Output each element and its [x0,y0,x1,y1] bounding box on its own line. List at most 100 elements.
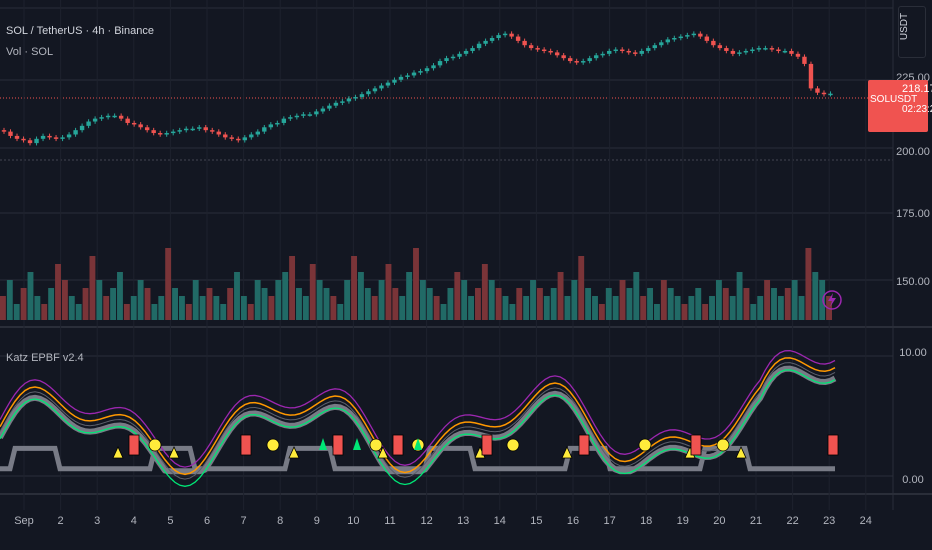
x-axis-label: 11 [384,515,396,527]
candle-body [392,79,397,83]
candle-body [359,94,365,98]
volume-bar [344,280,351,320]
currency-unit-button[interactable]: USDT [898,6,926,58]
candle-body [216,131,221,135]
candle-body [704,36,710,41]
volume-bar [660,280,667,320]
volume-bar [130,296,137,320]
volume-bar [240,296,247,320]
candle-body [672,38,677,40]
volume-bar [27,272,34,320]
candle-body [262,127,267,132]
candle-body [424,68,430,72]
volume-bar [654,304,660,320]
signal-box-icon [578,434,590,456]
candle-body [249,134,254,138]
candle-body [131,122,137,125]
volume-bar [536,288,543,320]
candle-body [607,50,612,54]
volume-bar [68,296,75,320]
candle-body [750,49,755,52]
volume-bar [640,296,647,320]
x-axis-label: 23 [823,515,836,527]
candle-body [600,53,605,56]
volume-bar [495,288,502,320]
volume-title: Vol · SOL [6,46,54,58]
candle-body [105,115,111,118]
volume-bar [585,288,592,320]
volume-bar [681,304,688,320]
candle-body [698,33,703,37]
volume-bar [123,304,130,320]
candle-body [151,130,156,134]
volume-bar [75,304,82,320]
volume-bar [564,296,571,320]
signal-box-icon [690,434,702,456]
x-axis-label: 3 [94,515,101,527]
candle-body [379,85,384,89]
warning-triangle-icon [735,446,747,459]
volume-bar [647,288,654,320]
volume-bar [234,272,240,320]
x-axis-label: 5 [167,515,174,527]
volume-bar [151,304,158,320]
candle-body [53,137,59,139]
volume-bar [268,296,275,320]
volume-bar [626,288,633,320]
candle-body [27,140,33,144]
x-axis-label: 16 [566,515,580,527]
volume-bar [378,280,385,320]
candle-body [8,131,13,136]
volume-bar [178,296,185,320]
volume-bar [667,288,674,320]
volume-bar [798,296,805,320]
candle-body [333,102,339,106]
candle-body [301,114,306,116]
volume-bar [481,264,488,320]
volume-bar [475,288,481,320]
price-tag-countdown: 02:23:21 [902,104,932,115]
x-axis-label: 8 [277,515,284,527]
volume-bar [399,296,406,320]
price-label-175: 175.00 [896,208,930,220]
candle-body [366,91,371,95]
volume-bar [695,288,702,320]
candle-body [47,135,52,138]
candle-body [489,38,495,41]
volume-bar [454,272,461,320]
x-axis-label: 19 [676,515,689,527]
signal-box-icon [827,434,839,456]
volume-bar [709,296,715,320]
x-axis-label: 24 [859,515,872,527]
volume-bar [357,272,364,320]
candle-body [633,52,638,54]
volume-bar [213,296,220,320]
candle-body [678,36,684,39]
x-axis-label: 20 [713,515,726,527]
candle-body [626,50,631,53]
volume-bar [117,272,123,320]
candle-body [346,98,352,102]
candle-body [34,138,39,144]
candle-body [743,50,749,53]
candle-body [112,115,117,118]
candle-body [236,138,241,141]
candle-body [444,58,449,62]
volume-bar [89,256,96,320]
candle-body [789,50,794,54]
candle-body [171,131,176,134]
volume-bar [612,296,619,320]
candle-body [288,117,293,119]
volume-bar [598,304,605,320]
candle-body [164,133,169,135]
candle-body [118,115,124,119]
candle-body [229,137,234,139]
indicator-title: Katz EPBF v2.4 [6,352,84,364]
volume-bar [757,296,764,320]
x-axis-label: 4 [130,515,137,527]
candle-body [92,118,98,122]
candle-body [535,48,540,50]
candle-body [405,75,410,77]
volume-bar [674,296,681,320]
